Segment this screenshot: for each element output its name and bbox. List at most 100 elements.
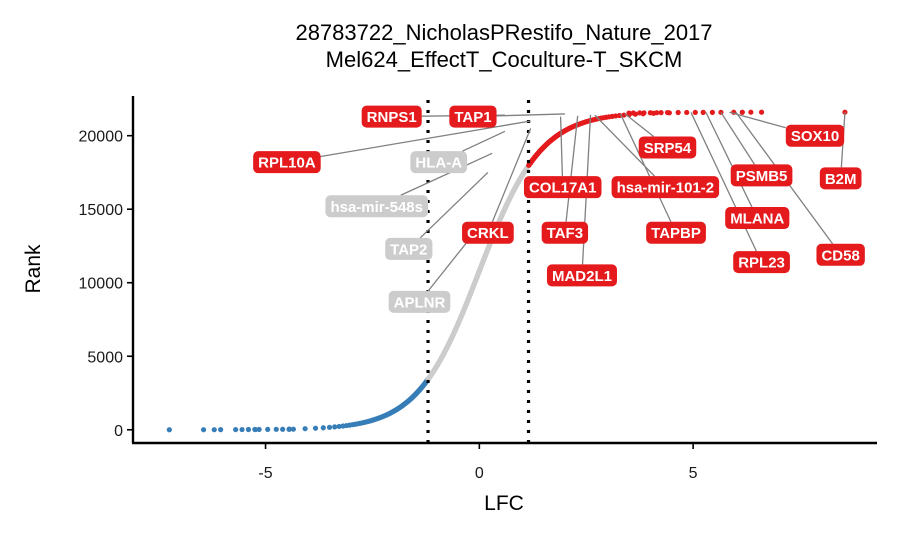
gene-label-box bbox=[449, 105, 497, 128]
gene-label: RPL23 bbox=[733, 251, 790, 274]
gene-labels: RNPS1 TAP1 RPL10A HLA-A hsa-mir-548s CRKL TAP2… bbox=[253, 105, 865, 313]
gene-point-up bbox=[709, 109, 715, 115]
gene-label: COL17A1 bbox=[523, 176, 602, 199]
gene-point-up bbox=[664, 109, 671, 116]
gene-label: RNPS1 bbox=[361, 105, 422, 128]
gene-label-box bbox=[733, 251, 790, 274]
gene-point-down bbox=[265, 426, 271, 432]
gene-label-box bbox=[385, 237, 433, 260]
label-leader-line bbox=[400, 152, 493, 196]
label-leader-line bbox=[729, 111, 786, 129]
x-ticks: -5 0 5 bbox=[258, 443, 698, 482]
gene-label-text: MAD2L1 bbox=[552, 268, 612, 285]
gene-point-up bbox=[758, 109, 765, 115]
gene-label-text: hsa-mir-548s bbox=[330, 199, 423, 216]
gene-point bbox=[336, 423, 342, 430]
gene-point-up bbox=[647, 110, 653, 116]
gene-point-down bbox=[290, 426, 296, 432]
gene-point-up bbox=[626, 110, 632, 116]
gene-label-box bbox=[646, 221, 706, 244]
label-leader-line bbox=[496, 113, 565, 117]
gene-point bbox=[320, 425, 326, 431]
y-tick-label: 0 bbox=[114, 423, 123, 440]
y-ticks: 0 5000 10000 15000 20000 bbox=[79, 129, 133, 440]
gene-label-box bbox=[361, 105, 422, 128]
y-tick-label: 10000 bbox=[79, 276, 124, 293]
gene-point bbox=[326, 424, 333, 430]
gene-label-box bbox=[819, 167, 862, 190]
gene-point-down bbox=[245, 426, 252, 433]
gene-label: SRP54 bbox=[638, 136, 697, 159]
gene-point-up bbox=[748, 109, 754, 115]
gene-point bbox=[613, 113, 619, 119]
gene-point-down bbox=[233, 426, 239, 433]
gene-point bbox=[332, 424, 338, 430]
gene-point-up bbox=[692, 109, 698, 116]
gene-point bbox=[302, 426, 308, 432]
label-leader-line bbox=[419, 171, 489, 239]
gene-label-text: RPL10A bbox=[258, 155, 316, 172]
x-tick-label: -5 bbox=[258, 465, 272, 482]
label-leader-line bbox=[705, 112, 753, 208]
y-axis-title: Rank bbox=[22, 244, 45, 294]
gene-label: RPL10A bbox=[253, 151, 321, 174]
gene-point-down bbox=[166, 427, 172, 433]
gene-label: CD58 bbox=[816, 243, 865, 266]
gene-label-text: PSMB5 bbox=[736, 168, 788, 185]
gene-point bbox=[312, 425, 319, 431]
gene-label-box bbox=[725, 207, 790, 230]
gene-label-text: HLA-A bbox=[415, 155, 462, 172]
gene-label-box bbox=[410, 151, 468, 174]
gene-label: TAP2 bbox=[385, 237, 433, 260]
gene-label-text: MLANA bbox=[730, 211, 784, 228]
gene-point-down bbox=[200, 427, 207, 433]
gene-label: SOX10 bbox=[785, 124, 845, 147]
label-leader-line bbox=[491, 128, 532, 222]
gene-label: TAP1 bbox=[449, 105, 497, 128]
gene-label-box bbox=[785, 124, 845, 147]
gene-point-down bbox=[211, 427, 217, 433]
gene-label: hsa-mir-548s bbox=[325, 195, 429, 218]
gene-point-up bbox=[641, 110, 647, 116]
gene-label-box bbox=[541, 221, 589, 244]
gene-label-box bbox=[730, 164, 793, 187]
chart-title: 28783722_NicholasPRestifo_Nature_2017 bbox=[295, 20, 712, 45]
x-tick-label: 0 bbox=[475, 465, 484, 482]
x-tick-label: 5 bbox=[689, 465, 698, 482]
gene-label-box bbox=[523, 176, 602, 199]
label-leader-line bbox=[559, 116, 564, 177]
gene-point-up bbox=[675, 109, 681, 116]
gene-label: TAF3 bbox=[541, 221, 589, 244]
gene-label-box bbox=[638, 136, 697, 159]
gene-label-text: COL17A1 bbox=[529, 180, 597, 197]
y-tick-label: 20000 bbox=[79, 129, 124, 146]
label-leader-line bbox=[619, 113, 672, 223]
gene-point-down bbox=[218, 427, 224, 433]
gene-label-text: TAP2 bbox=[390, 241, 427, 258]
gene-point-down bbox=[280, 426, 286, 432]
x-axis-title: LFC bbox=[484, 492, 524, 515]
gene-label: PSMB5 bbox=[730, 164, 793, 187]
gene-label-text: TAF3 bbox=[547, 225, 583, 242]
y-tick-label: 5000 bbox=[87, 349, 123, 366]
gene-label: MAD2L1 bbox=[546, 264, 617, 287]
gene-label: MLANA bbox=[725, 207, 790, 230]
threshold-lines bbox=[426, 100, 531, 443]
gene-point-up bbox=[630, 110, 636, 116]
gene-label: HLA-A bbox=[410, 151, 468, 174]
gene-point-down bbox=[239, 426, 245, 433]
gene-label-box bbox=[546, 264, 617, 287]
gene-label-text: SRP54 bbox=[644, 140, 692, 157]
gene-point-down bbox=[286, 426, 292, 432]
gene-point-down bbox=[256, 426, 262, 433]
gene-label-text: SOX10 bbox=[791, 128, 839, 145]
gene-label: TAPBP bbox=[646, 221, 706, 244]
gene-point bbox=[700, 109, 706, 115]
gene-label: hsa-mir-101-2 bbox=[611, 176, 720, 199]
gene-label-text: RPL23 bbox=[738, 255, 785, 272]
label-leader-line bbox=[624, 113, 654, 137]
gene-label-box bbox=[388, 290, 451, 313]
gene-label-text: B2M bbox=[825, 171, 857, 188]
gene-point-down bbox=[273, 426, 279, 432]
